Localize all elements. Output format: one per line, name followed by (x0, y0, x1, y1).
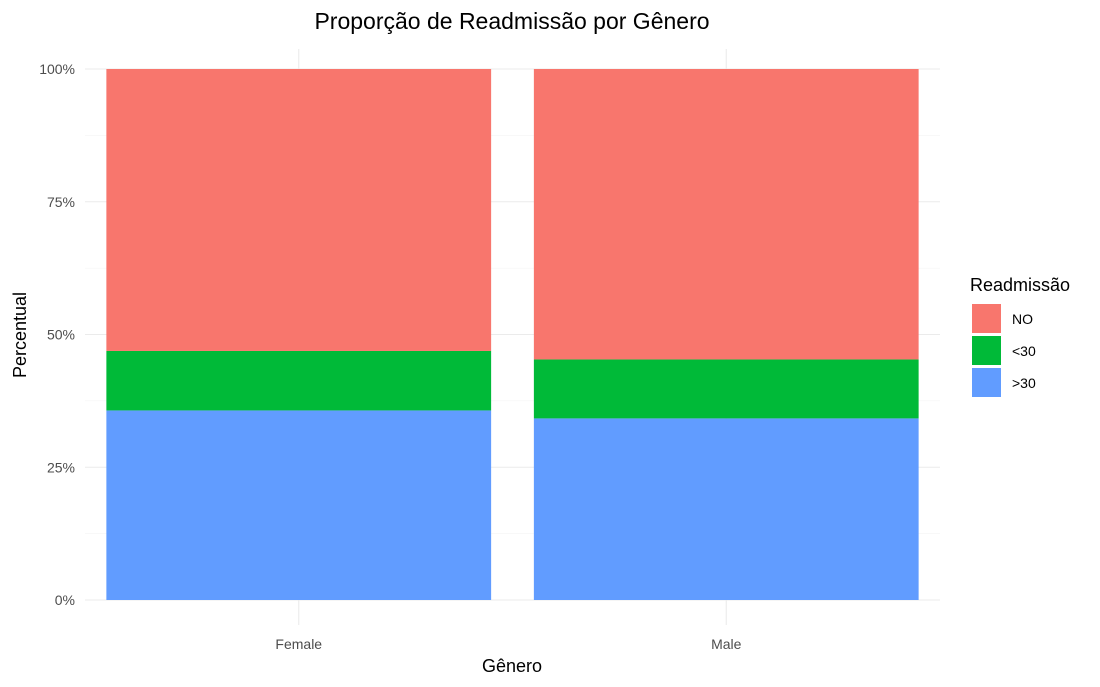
bar-segment-male-no (533, 69, 919, 360)
bar-segment-female-lt30 (106, 350, 492, 411)
chart-title: Proporção de Readmissão por Gênero (314, 8, 709, 34)
y-tick-label: 0% (55, 592, 75, 608)
legend-label: >30 (1012, 375, 1036, 391)
legend-key (972, 368, 1001, 397)
bar-segment-male-gt30 (533, 418, 919, 600)
x-axis: Female Male (275, 636, 741, 652)
bars (106, 69, 919, 600)
y-axis-title: Percentual (10, 292, 30, 378)
y-tick-label: 75% (47, 194, 75, 210)
legend-key (972, 304, 1001, 333)
legend: Readmissão NO <30 >30 (970, 275, 1070, 397)
y-tick-label: 50% (47, 327, 75, 343)
x-tick-label: Female (275, 636, 322, 652)
bar-segment-female-gt30 (106, 410, 492, 600)
y-tick-label: 25% (47, 459, 75, 475)
x-tick-label: Male (711, 636, 742, 652)
bar-segment-male-lt30 (533, 359, 919, 419)
bar-segment-female-no (106, 69, 492, 351)
y-tick-label: 100% (39, 61, 75, 77)
legend-key (972, 336, 1001, 365)
x-axis-title: Gênero (482, 656, 542, 676)
legend-title: Readmissão (970, 275, 1070, 295)
legend-label: NO (1012, 311, 1033, 327)
legend-label: <30 (1012, 343, 1036, 359)
y-axis: 0% 25% 50% 75% 100% (39, 61, 75, 608)
